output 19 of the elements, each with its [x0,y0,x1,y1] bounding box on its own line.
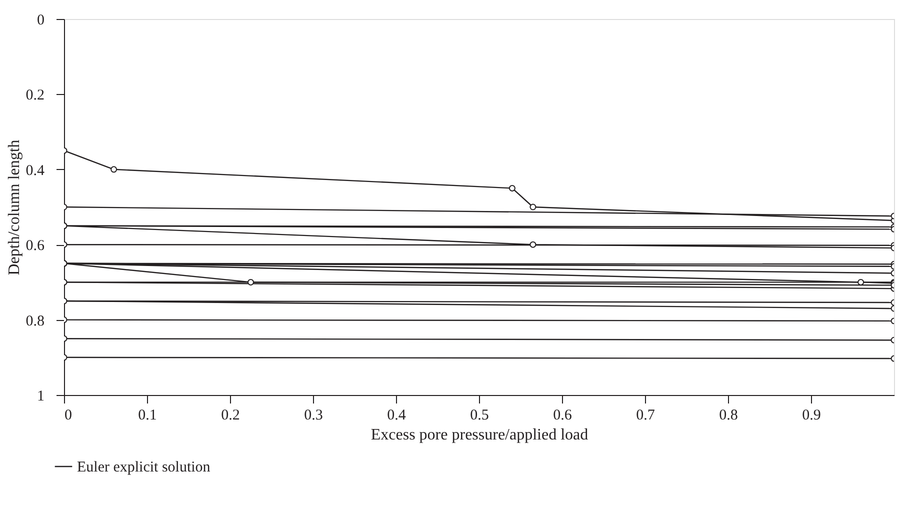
y-tick-label: 0.6 [26,238,45,254]
x-tick-label: 0.9 [802,408,821,424]
x-tick-label: 0.5 [470,408,489,424]
x-tick-label: 0.4 [387,408,406,424]
x-tick-label: 0.3 [304,408,323,424]
x-tick-label: 0.7 [636,408,656,424]
y-tick-label: 1 [37,388,44,404]
x-tick-label: 0.2 [221,408,240,424]
y-tick-label: 0.4 [26,162,45,179]
y-axis-title: Depth/column length [6,140,23,276]
legend-label: Euler explicit solution [77,460,211,476]
x-tick-label: 0.8 [719,408,738,424]
x-tick-label: 0 [64,408,72,424]
y-tick-label: 0.2 [26,88,44,104]
y-tick-label: 0 [37,12,44,28]
y-tick-label: 0.8 [26,313,44,330]
x-tick-label: 0.6 [553,408,572,424]
x-axis-title: Excess pore pressure/applied load [370,426,588,444]
x-tick-label: 0.1 [138,408,157,424]
